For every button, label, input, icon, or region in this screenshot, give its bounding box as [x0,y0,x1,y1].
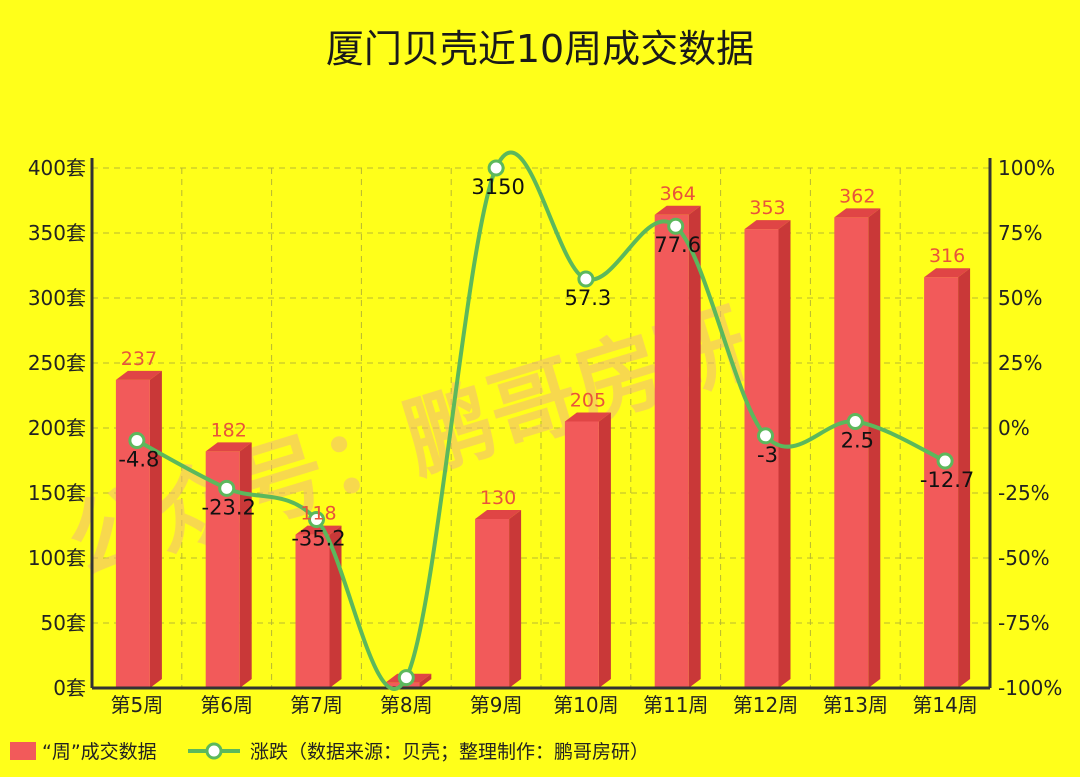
bar-value-label: 182 [211,419,247,441]
bar-side [239,442,252,688]
bar [564,421,599,688]
line-value-label: -35.2 [291,527,345,551]
bar-top [564,412,611,422]
bar-value-label: 130 [480,487,516,509]
legend-line-marker [205,742,223,760]
right-tick-label: 50% [998,286,1042,310]
left-tick-label: 350套 [28,221,86,245]
line-point [308,511,325,529]
bar-side [419,673,432,688]
bar [744,229,779,688]
right-tick-label: -50% [998,546,1050,570]
category-label: 第11周 [643,693,708,717]
category-label: 第12周 [733,693,798,717]
legend-line-label: 涨跌（数据来源：贝壳；整理制作：鹏哥房研） [250,741,649,763]
left-tick-label: 400套 [28,156,86,180]
bar-side [868,208,881,688]
bar [924,277,959,688]
line-value-label: 57.3 [565,286,612,310]
line-point [577,270,595,288]
legend-bar-label: “周”成交数据 [42,741,157,763]
left-tick-label: 50套 [41,611,86,635]
legend-bar-swatch [10,742,36,760]
bar-side [778,220,791,688]
bar [295,534,330,688]
line-value-label: -4.8 [118,447,159,471]
bar-top [115,370,162,380]
bar-side [958,268,971,688]
chart-title: 厦门贝壳近10周成交数据 [326,27,754,71]
left-tick-label: 100套 [28,546,86,570]
line-point [936,452,954,470]
bar-side [149,370,162,688]
bar-value-label: 364 [660,183,696,205]
bar-top [744,220,791,230]
category-label: 第10周 [553,693,618,717]
bar-side [688,205,701,689]
bar-value-label: 316 [929,245,965,267]
line-point [397,669,415,687]
bar-side [598,412,611,688]
bar [834,217,869,688]
category-label: 第13周 [823,693,888,717]
left-tick-label: 250套 [28,351,86,375]
legend: “周”成交数据 涨跌（数据来源：贝壳；整理制作：鹏哥房研） [10,741,649,763]
category-label: 第5周 [111,693,164,717]
bar [654,214,689,689]
line-point [487,159,505,177]
right-tick-label: -25% [998,481,1050,505]
line-value-label: -12.7 [920,468,974,492]
line-value-label: -3 [757,443,778,467]
left-tick-label: 150套 [28,481,86,505]
category-label: 第9周 [470,693,523,717]
left-tick-label: 300套 [28,286,86,310]
bar-top [205,442,252,452]
line-point [128,431,146,449]
axes: 0套 50套 100套 150套 200套 250套 300套 350套 400套 -100% -7… [28,156,1063,717]
bar-value-label: 205 [570,390,606,412]
line-value-label: 2.5 [841,429,874,453]
line-value-label: -23.2 [202,495,256,519]
bar-value-label: 362 [839,185,875,207]
bar-top [834,208,881,218]
right-tick-label: 75% [998,221,1042,245]
bar-side [509,510,522,688]
line-value-label: 3150 [471,175,524,199]
right-tick-label: 25% [998,351,1042,375]
left-tick-label: 200套 [28,416,86,440]
bar [115,379,150,688]
bar [475,519,510,688]
line-series [128,150,954,691]
line-point [218,479,236,497]
category-label: 第7周 [290,693,343,717]
bar-top [295,525,342,535]
category-label: 第14周 [912,693,977,717]
right-tick-label: 0% [998,416,1030,440]
line-point [667,217,685,235]
bar-value-label: 118 [300,503,336,525]
right-tick-label: -100% [998,676,1062,700]
bar-value-label: 353 [749,197,785,219]
category-label: 第8周 [380,693,433,717]
left-tick-label: 0套 [53,676,86,700]
bar-top [475,510,522,519]
right-tick-label: -75% [998,611,1050,635]
data-labels: 237 182 118 130 205 364 353 362 316 -4.8 -23.2 -35.… [118,175,974,551]
right-tick-label: 100% [998,156,1055,180]
line-point [846,413,864,430]
category-label: 第6周 [200,693,253,717]
line-point [757,427,774,445]
bar-top [654,205,701,215]
bar-top [924,268,971,278]
bar-series [115,205,971,689]
line-value-label: 77.6 [654,233,701,257]
bar-value-label: 237 [121,348,157,370]
